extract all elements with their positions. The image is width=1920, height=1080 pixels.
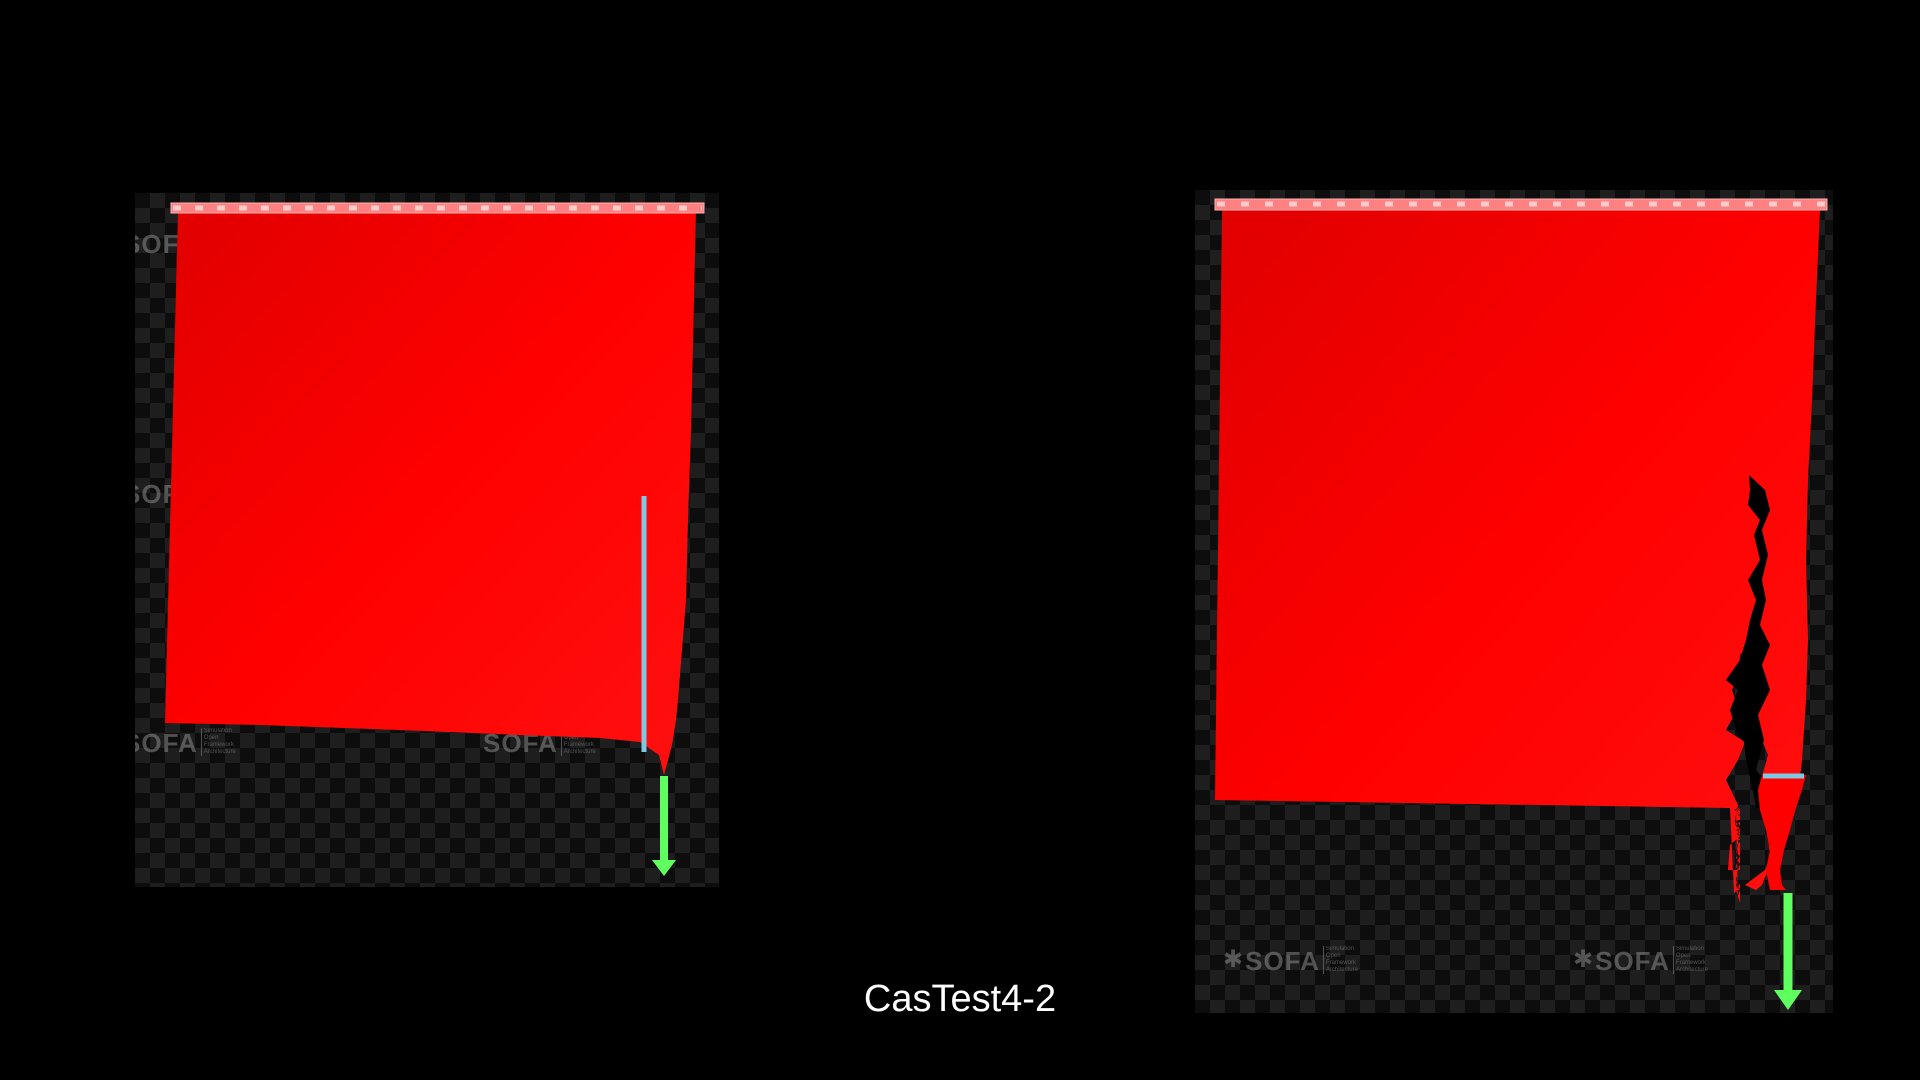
fixed-constraint-bar-right: [1214, 198, 1828, 211]
watermark-subtitle: Simulation Open Framework Architecture: [1322, 946, 1374, 974]
cloth-mesh-right: [1215, 210, 1820, 903]
watermark-word: SOFA: [1245, 946, 1320, 976]
watermark-word: SOFA: [1595, 946, 1670, 976]
watermark-subtitle: Simulation Open Framework Architecture: [1672, 946, 1724, 974]
scene-caption: CasTest4-2: [863, 978, 1057, 1020]
arrow-down-icon: [1774, 893, 1802, 1010]
tear-gap-right: [1726, 475, 1770, 808]
arrow-down-icon: [652, 776, 676, 876]
sofa-logo-icon: ✱: [1573, 946, 1594, 973]
sofa-logo-icon: ✱: [1223, 946, 1244, 973]
sofa-watermark: ✱ SOFA Simulation Open Framework Archite…: [1223, 945, 1374, 974]
watermark-word: SOFA: [135, 728, 198, 758]
sofa-watermark: ✱ SOFA Simulation Open Framework Archite…: [1573, 945, 1724, 974]
cloth-strip-right: [1758, 775, 1806, 890]
sofa-watermark: SOFA Simulation Open Framework Architect…: [135, 728, 252, 756]
watermark-subtitle: Simulation Open Framework Architecture: [200, 728, 252, 756]
cloth-mesh-left: [165, 210, 696, 775]
